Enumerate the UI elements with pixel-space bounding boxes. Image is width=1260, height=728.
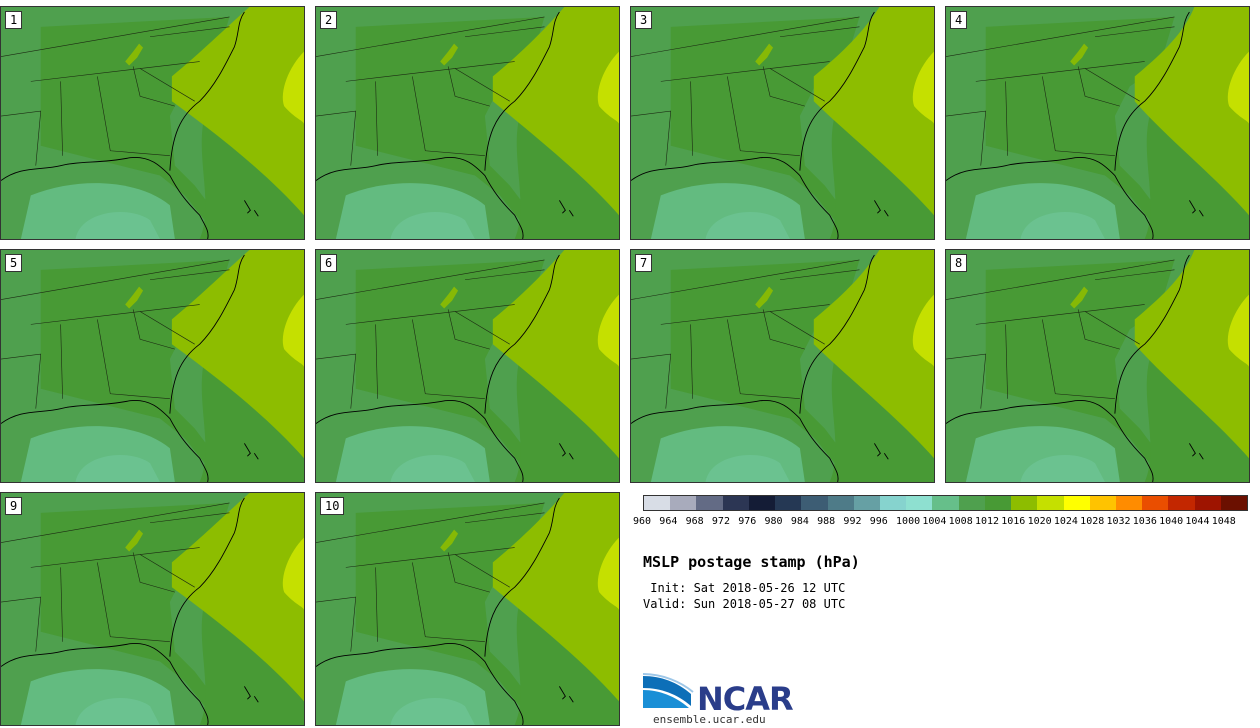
member-number-label: 8 bbox=[950, 254, 968, 272]
colorbar-tick-label: 1032 bbox=[1106, 516, 1131, 527]
mslp-map bbox=[631, 250, 934, 482]
init-time: Init: Sat 2018-05-26 12 UTC bbox=[643, 581, 846, 595]
ensemble-member-panel-10: 10 bbox=[315, 492, 620, 726]
colorbar-tick-label: 1004 bbox=[922, 516, 947, 527]
member-number-label: 10 bbox=[320, 497, 345, 515]
colorbar-swatch bbox=[801, 496, 828, 510]
colorbar-tick-label: 1040 bbox=[1159, 516, 1184, 527]
colorbar-tick-label: 992 bbox=[843, 516, 862, 527]
colorbar-tick-label: 1044 bbox=[1185, 516, 1210, 527]
member-number-label: 9 bbox=[5, 497, 23, 515]
ensemble-member-panel-8: 8 bbox=[945, 249, 1250, 483]
colorbar-swatch bbox=[722, 496, 749, 510]
ensemble-member-panel-7: 7 bbox=[630, 249, 935, 483]
colorbar-swatch bbox=[670, 496, 697, 510]
mslp-map bbox=[946, 7, 1249, 239]
ensemble-member-panel-1: 1 bbox=[0, 6, 305, 240]
mslp-map bbox=[631, 7, 934, 239]
ncar-logo-icon bbox=[643, 673, 694, 708]
colorbar-swatch bbox=[644, 496, 671, 510]
colorbar-swatch bbox=[1220, 496, 1248, 510]
colorbar-tick-label: 976 bbox=[738, 516, 757, 527]
ensemble-member-panel-5: 5 bbox=[0, 249, 305, 483]
mslp-map bbox=[316, 493, 619, 725]
colorbar-tick-label: 1012 bbox=[974, 516, 1000, 527]
colorbar-swatch bbox=[932, 496, 959, 510]
ensemble-member-panel-9: 9 bbox=[0, 492, 305, 726]
ncar-logo-text: NCAR bbox=[697, 680, 794, 718]
member-number-label: 5 bbox=[5, 254, 23, 272]
colorbar-swatch bbox=[1194, 496, 1221, 510]
colorbar-swatch bbox=[827, 496, 854, 510]
colorbar-swatch bbox=[748, 496, 776, 510]
ensemble-member-panel-3: 3 bbox=[630, 6, 935, 240]
colorbar-swatch bbox=[1063, 496, 1090, 510]
mslp-map bbox=[946, 250, 1249, 482]
colorbar-tick-label: 972 bbox=[711, 516, 730, 527]
member-number-label: 1 bbox=[5, 11, 23, 29]
colorbar-swatch bbox=[958, 496, 985, 510]
colorbar bbox=[643, 495, 1248, 511]
ensemble-member-panel-6: 6 bbox=[315, 249, 620, 483]
colorbar-swatch bbox=[1142, 496, 1169, 510]
mslp-map bbox=[1, 7, 304, 239]
colorbar-tick-label: 960 bbox=[633, 516, 652, 527]
member-number-label: 2 bbox=[320, 11, 338, 29]
colorbar-swatch bbox=[879, 496, 907, 510]
colorbar-swatch bbox=[1115, 496, 1143, 510]
ensemble-member-panel-4: 4 bbox=[945, 6, 1250, 240]
colorbar-tick-label: 1024 bbox=[1053, 516, 1078, 527]
ensemble-url: ensemble.ucar.edu bbox=[653, 713, 766, 726]
colorbar-swatch bbox=[1168, 496, 1195, 510]
colorbar-tick-label: 1020 bbox=[1027, 516, 1052, 527]
colorbar-tick-label: 1000 bbox=[896, 516, 921, 527]
colorbar-tick-label: 980 bbox=[764, 516, 783, 527]
colorbar-swatch bbox=[984, 496, 1012, 510]
member-number-label: 4 bbox=[950, 11, 968, 29]
colorbar-swatch bbox=[1089, 496, 1116, 510]
colorbar-tick-label: 996 bbox=[869, 516, 888, 527]
ensemble-member-panel-2: 2 bbox=[315, 6, 620, 240]
mslp-map bbox=[1, 493, 304, 725]
colorbar-tick-label: 1008 bbox=[948, 516, 973, 527]
colorbar-swatch bbox=[1037, 496, 1064, 510]
colorbar-tick-label: 964 bbox=[659, 516, 678, 527]
colorbar-tick-label: 968 bbox=[685, 516, 704, 527]
valid-time: Valid: Sun 2018-05-27 08 UTC bbox=[643, 597, 846, 611]
member-number-label: 7 bbox=[635, 254, 653, 272]
colorbar-tick-label: 1016 bbox=[1001, 516, 1026, 527]
colorbar-swatch bbox=[853, 496, 880, 510]
colorbar-swatch bbox=[775, 496, 802, 510]
colorbar-swatch bbox=[1011, 496, 1038, 510]
colorbar-swatch bbox=[696, 496, 723, 510]
mslp-map bbox=[316, 250, 619, 482]
colorbar-tick-label: 1036 bbox=[1132, 516, 1157, 527]
colorbar-ticks: 960 964 968 972 976 980 984 988 992 996 1000 1004 10… bbox=[633, 516, 1248, 530]
mslp-map bbox=[1, 250, 304, 482]
colorbar-swatch bbox=[906, 496, 933, 510]
colorbar-tick-label: 988 bbox=[817, 516, 836, 527]
member-number-label: 3 bbox=[635, 11, 653, 29]
member-number-label: 6 bbox=[320, 254, 338, 272]
colorbar-tick-label: 1028 bbox=[1080, 516, 1105, 527]
chart-title: MSLP postage stamp (hPa) bbox=[643, 553, 860, 571]
colorbar-tick-label: 984 bbox=[790, 516, 809, 527]
mslp-map bbox=[316, 7, 619, 239]
colorbar-tick-label: 1048 bbox=[1211, 516, 1236, 527]
